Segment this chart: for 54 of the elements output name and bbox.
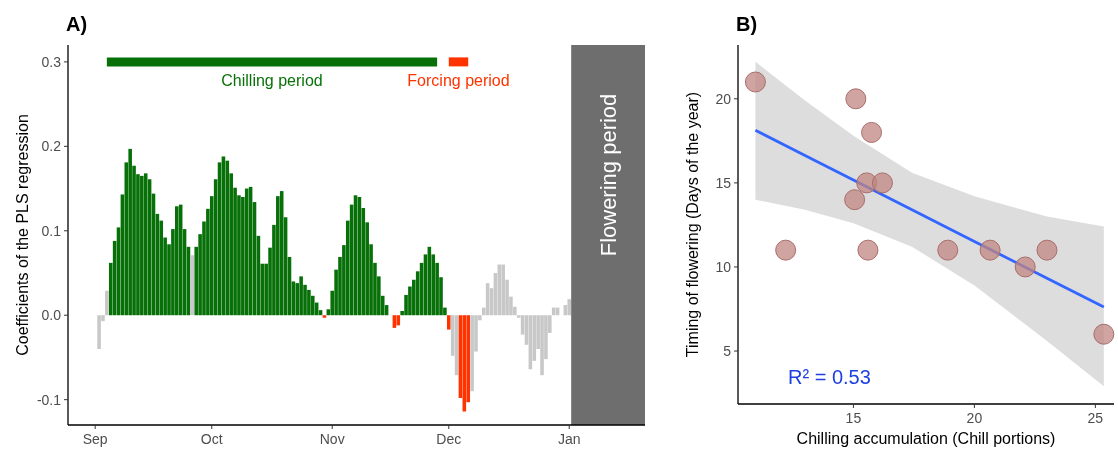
chart-title: A): [66, 13, 88, 35]
y-tick-label: 15: [715, 174, 732, 191]
y-axis-title: Timing of flowering (Days of the year): [684, 91, 701, 358]
point: [937, 239, 959, 261]
x-tick-label: Jan: [557, 431, 581, 447]
point: [861, 121, 883, 143]
x-tick-label: Nov: [319, 431, 345, 447]
point: [857, 239, 879, 261]
point: [1014, 256, 1036, 278]
bar: [244, 188, 249, 316]
bar: [446, 315, 451, 330]
x-tick-label: Oct: [200, 431, 223, 447]
x-tick-label: Sep: [82, 431, 108, 447]
y-tick-label: 0.1: [41, 222, 62, 239]
bar: [540, 315, 544, 376]
bar: [322, 315, 327, 318]
y-tick-label: -0.1: [36, 391, 62, 408]
bar: [105, 290, 109, 316]
text: Flowering period: [596, 93, 622, 257]
bar: [307, 289, 311, 316]
y-tick-label: 20: [715, 90, 732, 107]
bar: [97, 315, 101, 349]
y-tick-label: 5: [723, 342, 732, 359]
bar: [175, 206, 179, 316]
annotation: R² = 0.53: [788, 366, 871, 388]
y-tick-label: 0.2: [41, 138, 62, 155]
line-series: [754, 128, 1106, 309]
point: [871, 172, 893, 194]
series-label: Forcing period: [407, 71, 510, 89]
chart-title: B): [736, 13, 758, 35]
bar: [470, 315, 474, 392]
x-tick-label: 20: [966, 410, 983, 426]
x-tick-label: Dec: [436, 431, 462, 447]
y-axis-title: Coefficients of the PLS regression: [14, 114, 31, 356]
y-tick-label: 0.0: [41, 307, 62, 324]
bar: [567, 299, 572, 316]
point: [845, 88, 867, 110]
point: [844, 189, 866, 211]
point: [775, 239, 797, 261]
point: [1093, 323, 1115, 345]
bar: [140, 175, 144, 316]
bar: [299, 276, 303, 316]
series-label: Chilling period: [221, 71, 323, 89]
bar: [128, 148, 132, 316]
x-tick-label: 15: [845, 410, 862, 426]
x-axis-title: Chilling accumulation (Chill portions): [796, 430, 1056, 447]
point: [979, 239, 1001, 261]
point: [744, 71, 766, 93]
point: [1036, 239, 1058, 261]
bar: [501, 264, 505, 316]
bar: [396, 315, 401, 326]
y-tick-label: 0.3: [41, 53, 62, 70]
y-tick-label: 10: [715, 258, 732, 275]
x-tick-label: 25: [1087, 410, 1104, 426]
